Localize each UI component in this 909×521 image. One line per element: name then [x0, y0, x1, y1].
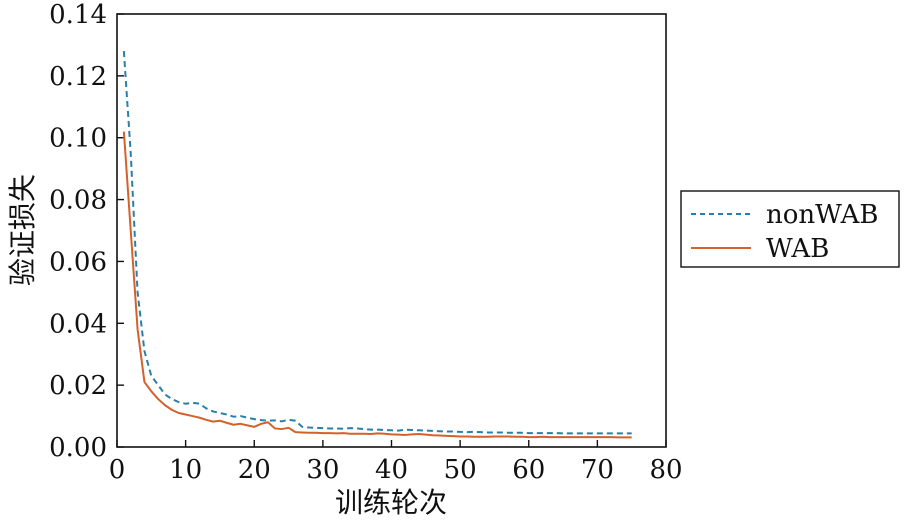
- x-tick-label: 30: [306, 455, 339, 485]
- series-line-nonWAB: [122, 51, 632, 435]
- legend-label-nonWAB: nonWAB: [766, 200, 878, 230]
- series-lines: [122, 51, 632, 439]
- legend: nonWAB WAB: [680, 190, 900, 268]
- x-tick-label: 0: [109, 455, 126, 485]
- x-ticks: 0 10 20 30 40 50 60 70 80: [109, 440, 683, 485]
- x-tick-label: 70: [581, 455, 614, 485]
- y-tick-label: 0.14: [49, 0, 107, 30]
- x-tick-label: 10: [169, 455, 202, 485]
- x-tick-label: 50: [444, 455, 477, 485]
- x-tick-label: 80: [649, 455, 682, 485]
- y-axis-label: 验证损失: [6, 174, 39, 286]
- y-tick-label: 0.08: [49, 186, 107, 216]
- x-axis-label: 训练轮次: [335, 486, 447, 519]
- y-tick-label: 0.12: [49, 62, 107, 92]
- plot-area: 0 10 20 30 40 50 60 70 80 0.000.020.040.060.080.…: [49, 0, 682, 485]
- y-tick-label: 0.06: [49, 247, 107, 277]
- y-tick-label: 0.00: [49, 433, 107, 463]
- y-tick-label: 0.10: [49, 124, 107, 154]
- plot-frame: [116, 13, 667, 448]
- legend-box: [680, 190, 900, 268]
- y-tick-label: 0.04: [49, 309, 107, 339]
- y-tick-label: 0.02: [49, 371, 107, 401]
- x-tick-label: 40: [375, 455, 408, 485]
- x-tick-label: 60: [512, 455, 545, 485]
- x-tick-label: 20: [238, 455, 271, 485]
- y-ticks: 0.00 0.02 0.04 0.06 0.08 0.10 0.12 0.14: [49, 0, 124, 463]
- series-line-WAB: [122, 131, 632, 439]
- legend-label-WAB: WAB: [766, 234, 829, 264]
